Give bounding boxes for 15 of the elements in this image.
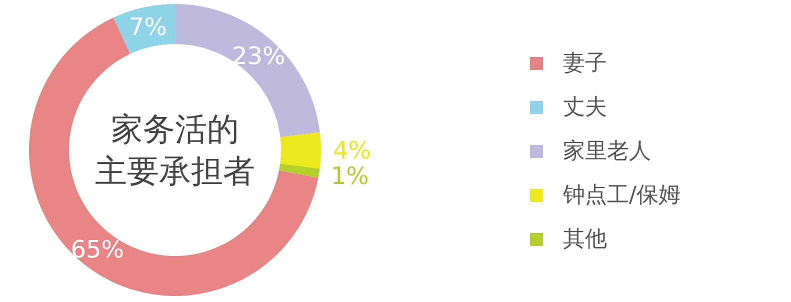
legend-label: 钟点工/保姆 xyxy=(563,182,680,210)
data-label: 1% xyxy=(330,162,369,190)
donut-slice xyxy=(279,164,320,178)
donut-slice xyxy=(29,18,318,296)
legend-label: 其他 xyxy=(563,226,607,254)
data-label: 65% xyxy=(70,235,124,264)
data-label: 7% xyxy=(128,12,167,41)
legend-label: 丈夫 xyxy=(563,94,607,122)
text: 家务活的主要承担者 xyxy=(95,110,255,190)
data-label: 23% xyxy=(232,42,286,70)
legend-label: 妻子 xyxy=(563,50,607,78)
donut-slice xyxy=(113,4,176,54)
donut-slice xyxy=(280,132,321,169)
data-label: 4% xyxy=(333,136,372,165)
legend-label: 家里老人 xyxy=(563,138,651,166)
